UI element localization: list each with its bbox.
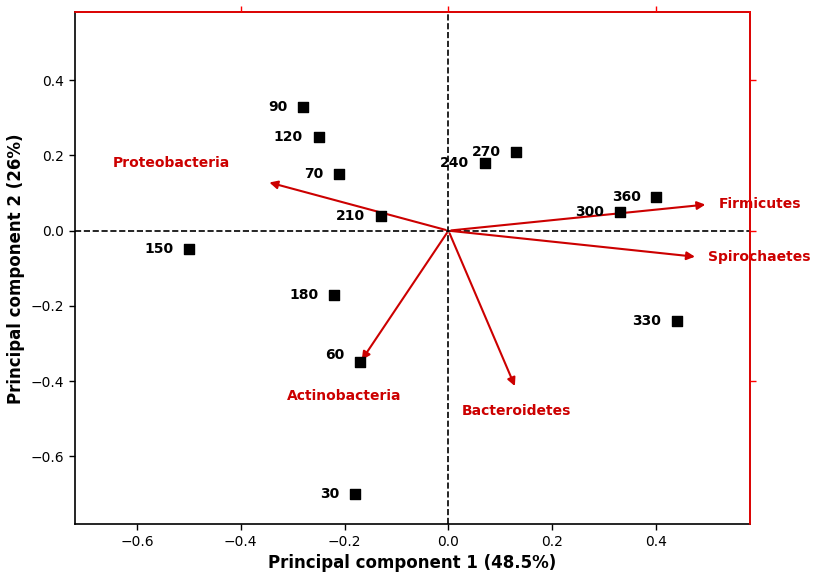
Point [353,358,366,367]
X-axis label: Principal component 1 (48.5%): Principal component 1 (48.5%) [268,554,555,572]
Text: 240: 240 [440,156,468,170]
Text: 150: 150 [144,243,173,256]
Text: Proteobacteria: Proteobacteria [113,156,230,170]
Point [328,290,341,299]
Text: Actinobacteria: Actinobacteria [287,389,401,402]
Text: 270: 270 [471,145,500,159]
Text: 210: 210 [336,208,365,223]
Point [182,245,195,254]
Text: Firmicutes: Firmicutes [717,197,800,211]
Text: Spirochaetes: Spirochaetes [708,250,810,264]
Text: 30: 30 [319,487,339,501]
Text: 330: 330 [631,314,661,328]
Text: Bacteroidetes: Bacteroidetes [461,404,570,417]
Text: 120: 120 [274,130,303,144]
Point [509,147,522,156]
Y-axis label: Principal component 2 (26%): Principal component 2 (26%) [7,133,25,404]
Point [296,102,310,111]
Point [670,316,683,325]
Text: 90: 90 [268,100,287,113]
Text: 180: 180 [289,288,319,302]
Point [333,170,346,179]
Text: 300: 300 [575,205,604,219]
Point [348,489,361,499]
Text: 70: 70 [304,167,324,181]
Text: 360: 360 [611,190,640,204]
Point [649,192,662,201]
Point [477,158,491,167]
Point [374,211,387,220]
Point [312,132,325,141]
Point [613,207,626,217]
Text: 60: 60 [325,348,344,362]
